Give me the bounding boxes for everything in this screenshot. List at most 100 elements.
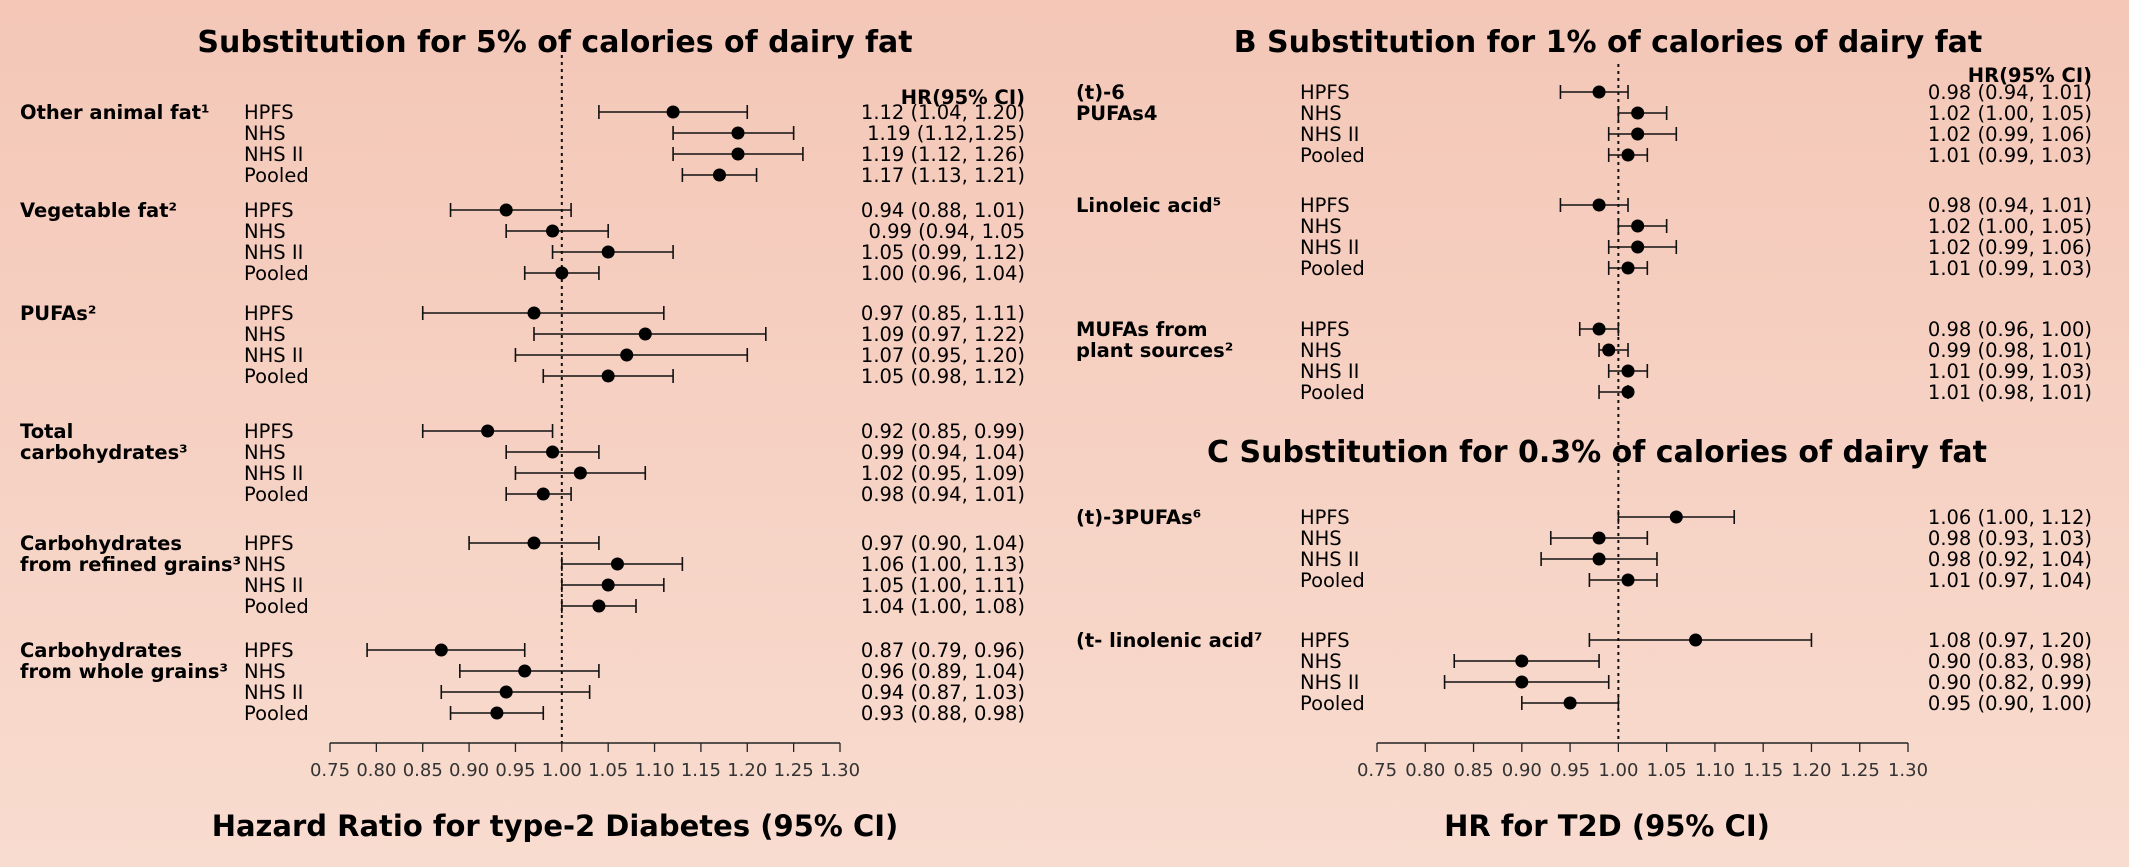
study-label: Pooled [1300, 381, 1365, 404]
point-estimate [1621, 573, 1635, 587]
hr-value: 0.99 (0.98, 1.01) [1928, 339, 2092, 362]
hr-value: 1.19 (1.12, 1.26) [861, 143, 1025, 166]
hr-value: 1.05 (1.00, 1.11) [861, 574, 1025, 597]
study-label: HPFS [244, 199, 294, 222]
study-label: Pooled [244, 365, 309, 388]
hr-value: 1.01 (0.99, 1.03) [1928, 360, 2092, 383]
point-estimate [1592, 198, 1606, 212]
hr-value: 0.87 (0.79, 0.96) [861, 639, 1025, 662]
panel-b-title: B Substitution for 1% of calories of dai… [1234, 25, 1983, 60]
hr-value: 1.12 (1.04, 1.20) [861, 101, 1025, 124]
hr-value: 1.02 (0.99, 1.06) [1928, 236, 2092, 259]
hr-value: 1.02 (0.95, 1.09) [861, 462, 1025, 485]
study-label: NHS II [1300, 236, 1359, 259]
study-label: HPFS [244, 420, 294, 443]
hr-value: 0.94 (0.88, 1.01) [861, 199, 1025, 222]
hr-value: 0.90 (0.82, 0.99) [1928, 671, 2092, 694]
group-label: Vegetable fat² [20, 199, 177, 222]
panel-b-xlabel: HR for T2D (95% CI) [1444, 809, 1770, 843]
point-estimate [546, 445, 560, 459]
hr-value: 1.00 (0.96, 1.04) [861, 262, 1025, 285]
point-estimate [712, 168, 726, 182]
study-label: HPFS [1300, 318, 1350, 341]
point-estimate [573, 466, 587, 480]
study-label: NHS II [1300, 671, 1359, 694]
point-estimate [1592, 531, 1606, 545]
x-tick-label: 1.15 [681, 760, 721, 781]
x-tick-label: 0.90 [1502, 760, 1542, 781]
group-label: from whole grains³ [20, 660, 228, 683]
point-estimate [1631, 240, 1645, 254]
panel-a-hr-header: HR(95% CI) [901, 86, 1025, 109]
hr-value: 1.17 (1.13, 1.21) [861, 164, 1025, 187]
hr-value: 1.02 (0.99, 1.06) [1928, 123, 2092, 146]
study-label: Pooled [244, 702, 309, 725]
point-estimate [638, 327, 652, 341]
study-label: NHS [244, 553, 286, 576]
study-label: Pooled [244, 164, 309, 187]
study-label: Pooled [1300, 144, 1365, 167]
study-label: HPFS [244, 639, 294, 662]
study-label: NHS [244, 660, 286, 683]
group-label: PUFAs4 [1076, 102, 1157, 125]
panel-a-title: Substitution for 5% of calories of dairy… [197, 25, 912, 60]
point-estimate [499, 203, 513, 217]
hr-value: 0.90 (0.83, 0.98) [1928, 650, 2092, 673]
point-estimate [1631, 219, 1645, 233]
hr-value: 0.98 (0.92, 1.04) [1928, 548, 2092, 571]
point-estimate [1563, 696, 1577, 710]
hr-value: 0.98 (0.94, 1.01) [1928, 81, 2092, 104]
hr-value: 1.06 (1.00, 1.12) [1928, 506, 2092, 529]
x-tick-label: 1.00 [542, 760, 582, 781]
study-label: NHS [244, 441, 286, 464]
hr-value: 0.98 (0.94, 1.01) [861, 483, 1025, 506]
panel-b-hr-header: HR(95% CI) [1968, 64, 2092, 87]
x-tick-label: 0.85 [1454, 760, 1494, 781]
study-label: HPFS [1300, 629, 1350, 652]
study-label: NHS [244, 323, 286, 346]
hr-value: 1.07 (0.95, 1.20) [861, 344, 1025, 367]
hr-value: 1.01 (0.99, 1.03) [1928, 144, 2092, 167]
point-estimate [731, 126, 745, 140]
x-tick-label: 0.95 [1550, 760, 1590, 781]
hr-value: 1.09 (0.97, 1.22) [861, 323, 1025, 346]
study-label: NHS II [244, 143, 303, 166]
point-estimate [601, 578, 615, 592]
x-tick-label: 0.80 [1405, 760, 1445, 781]
x-tick-label: 1.25 [1840, 760, 1880, 781]
point-estimate [499, 685, 513, 699]
group-label: Carbohydrates [20, 532, 182, 555]
panel-c-title: C Substitution for 0.3% of calories of d… [1207, 435, 1987, 470]
x-tick-label: 1.30 [1888, 760, 1928, 781]
x-tick-label: 1.20 [1791, 760, 1831, 781]
group-label: Linoleic acid⁵ [1076, 194, 1221, 217]
point-estimate [1631, 127, 1645, 141]
x-tick-label: 0.95 [495, 760, 535, 781]
hr-value: 0.94 (0.87, 1.03) [861, 681, 1025, 704]
x-tick-label: 1.20 [727, 760, 767, 781]
group-label: (t)-3PUFAs⁶ [1076, 506, 1201, 529]
x-tick-label: 0.85 [403, 760, 443, 781]
study-label: NHS II [1300, 360, 1359, 383]
study-label: NHS II [244, 344, 303, 367]
group-label: plant sources² [1076, 339, 1233, 362]
hr-value: 1.06 (1.00, 1.13) [861, 553, 1025, 576]
study-label: NHS [1300, 102, 1342, 125]
hr-value: 1.01 (0.97, 1.04) [1928, 569, 2092, 592]
point-estimate [1621, 148, 1635, 162]
study-label: Pooled [244, 483, 309, 506]
hr-value: 0.93 (0.88, 0.98) [861, 702, 1025, 725]
study-label: HPFS [1300, 506, 1350, 529]
point-estimate [1592, 552, 1606, 566]
point-estimate [592, 599, 606, 613]
panel-a-xlabel: Hazard Ratio for type-2 Diabetes (95% CI… [212, 809, 899, 843]
panel-a-plot: 0.75 0.80 0.85 0.90 0.95 1.00 1.05 1.10 1.15 1.20… [20, 48, 1025, 781]
x-tick-label: 1.05 [588, 760, 628, 781]
hr-value: 0.97 (0.85, 1.11) [861, 302, 1025, 325]
hr-value: 1.02 (1.00, 1.05) [1928, 102, 2092, 125]
group-label: (t)-6 [1076, 81, 1125, 104]
study-label: HPFS [244, 302, 294, 325]
x-tick-label: 1.25 [774, 760, 814, 781]
x-tick-label: 1.15 [1743, 760, 1783, 781]
group-label: Carbohydrates [20, 639, 182, 662]
